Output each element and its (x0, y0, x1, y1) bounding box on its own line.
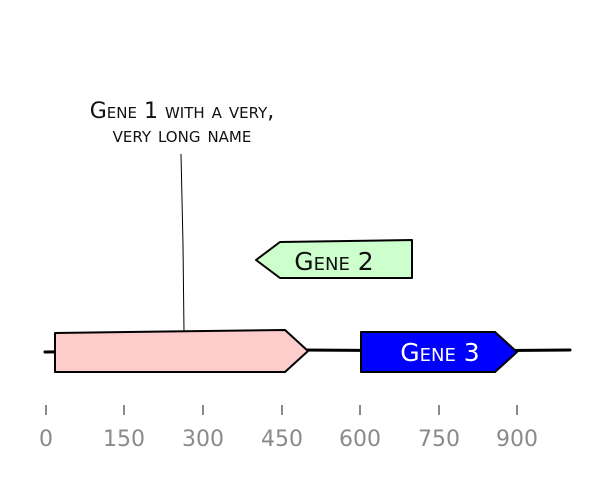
gene-2-arrow (255, 239, 413, 279)
gene-3-label: Gene 3 (400, 338, 479, 367)
gene-2-label: Gene 2 (294, 247, 373, 276)
axis-tick-label-750: 750 (418, 427, 460, 452)
gene-1-label-line-1: Gene 1 with a very, (90, 99, 275, 124)
gene-1-label-leader (180, 153, 185, 333)
axis-tick-label-600: 600 (339, 427, 381, 452)
axis-tick-label-300: 300 (182, 427, 224, 452)
axis-tick-label-150: 150 (103, 427, 145, 452)
axis-tick-label-450: 450 (261, 427, 303, 452)
axis-tick-label-900: 900 (496, 427, 538, 452)
position-axis: 0 150 300 450 600 750 900 (39, 405, 538, 452)
gene-1-label-line-2: very long name (113, 123, 252, 148)
gene-1-arrow (54, 329, 309, 373)
gene-3-arrow (360, 331, 518, 373)
axis-tick-label-0: 0 (39, 427, 53, 452)
